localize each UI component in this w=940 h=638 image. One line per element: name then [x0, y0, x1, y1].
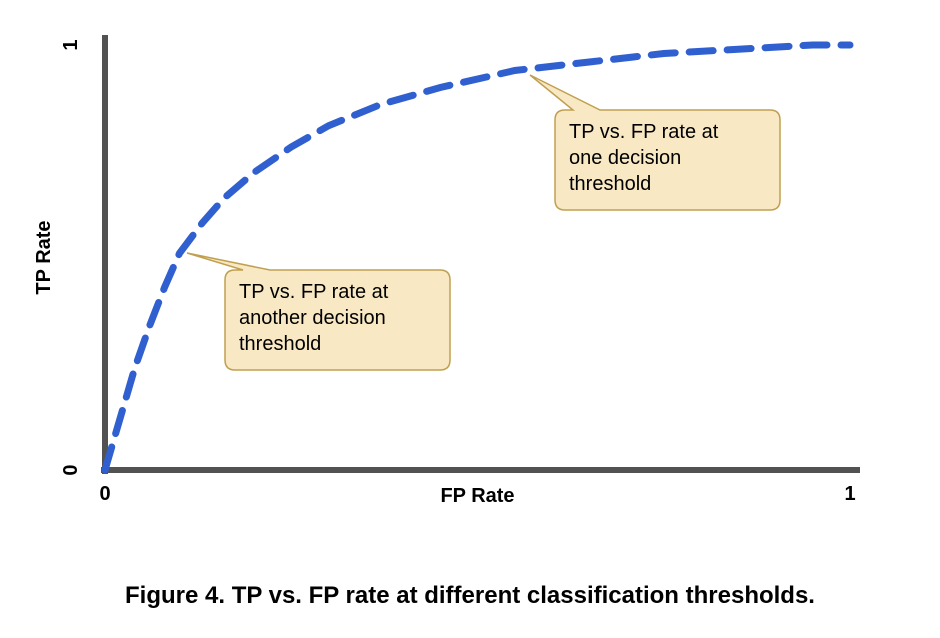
- y-axis-label: TP Rate: [33, 220, 55, 294]
- x-tick-label: 1: [844, 483, 855, 505]
- callout1-line: threshold: [569, 173, 651, 195]
- figure-caption: Figure 4. TP vs. FP rate at different cl…: [0, 582, 940, 610]
- x-tick-label: 0: [99, 483, 110, 505]
- callout1-line: TP vs. FP rate at: [569, 121, 719, 143]
- y-tick-label: 0: [60, 464, 82, 475]
- callout2-line: another decision: [239, 307, 386, 329]
- callout1-line: one decision: [569, 147, 681, 169]
- roc-curve: [105, 45, 850, 470]
- callout2-line: threshold: [239, 333, 321, 355]
- y-tick-label: 1: [60, 39, 82, 50]
- roc-chart: 0 1 0 1 FP Rate TP Rate TP vs. FP rate at one d…: [0, 0, 940, 560]
- x-axis-label: FP Rate: [440, 485, 514, 507]
- callout2-line: TP vs. FP rate at: [239, 281, 389, 303]
